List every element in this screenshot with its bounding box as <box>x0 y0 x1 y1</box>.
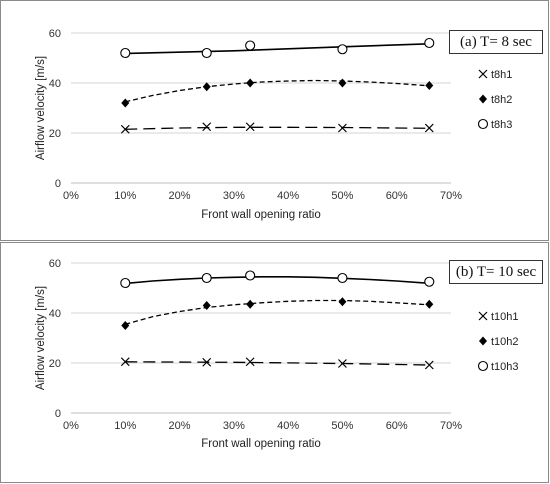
chart-b-trendline-t10h3 <box>125 276 430 285</box>
chart-b-series-t10h1 <box>120 357 434 370</box>
chart-a-point-t8h3 <box>337 44 348 55</box>
chart-a-series-t8h1 <box>120 122 434 134</box>
chart-b-point-t10h3 <box>337 272 348 284</box>
chart-a-ytick-label: 40 <box>49 78 61 90</box>
chart-a-point-t8h3 <box>245 40 256 51</box>
chart-a-point-t8h1 <box>120 124 130 134</box>
chart-a-legend-marker-t8h1 <box>478 69 488 79</box>
chart-b-legend-label-t10h1: t10h1 <box>491 311 519 323</box>
chart-b-point-t10h2 <box>425 299 434 309</box>
chart-b-point-t10h1 <box>202 357 212 367</box>
chart-b-point-t10h2 <box>246 299 255 309</box>
panel-a-label: (a) T= 8 sec <box>449 30 543 54</box>
chart-b-point-t10h1 <box>338 359 347 368</box>
chart-panel-b: 0 20 40 60 0% 10% 20% 30% 40% 50% 60% 70% Front wall… <box>0 242 549 483</box>
chart-b-xtick-label: 50% <box>331 420 353 432</box>
chart-b-svg: 0 20 40 60 0% 10% 20% 30% 40% 50% 60% 70% Front wall… <box>35 258 519 450</box>
chart-a-xtick-label: 30% <box>223 190 245 202</box>
chart-a-point-t8h2 <box>202 82 211 92</box>
chart-b-point-t10h1 <box>120 357 130 367</box>
chart-a-point-t8h3 <box>120 47 131 59</box>
chart-b-xtick-label: 40% <box>277 420 299 432</box>
chart-a-point-t8h1 <box>338 123 347 133</box>
chart-a-point-t8h3 <box>201 47 212 59</box>
chart-b-xtick-label: 30% <box>223 420 245 432</box>
chart-b-point-t10h3 <box>424 276 435 287</box>
chart-b-point-t10h3 <box>201 272 212 284</box>
chart-b-trendline-t10h1 <box>125 361 430 366</box>
chart-b-xtick-label: 70% <box>440 420 462 432</box>
chart-b-series-t10h2 <box>121 297 434 330</box>
chart-a-svg: 0 20 40 60 0% 10% 20% 30% 40% 50% 60% 70% Front wall… <box>35 28 512 221</box>
chart-a-series-t8h3 <box>120 37 435 59</box>
chart-b-point-t10h1 <box>245 357 255 367</box>
chart-a-xtick-label: 40% <box>277 190 299 202</box>
chart-a-point-t8h2 <box>246 78 255 88</box>
chart-b-point-t10h2 <box>338 297 347 307</box>
chart-a-point-t8h2 <box>338 78 347 88</box>
chart-a-point-t8h1 <box>424 123 434 133</box>
chart-b-ytick-label: 40 <box>49 308 61 320</box>
chart-a-point-t8h1 <box>202 122 212 132</box>
chart-b-y-axis-title: Airflow velocity [m/s] <box>35 286 47 390</box>
chart-a-legend-label-t8h3: t8h3 <box>491 119 512 131</box>
chart-b-x-axis-title: Front wall opening ratio <box>201 438 321 450</box>
chart-b-legend-label-t10h2: t10h2 <box>491 336 519 348</box>
chart-a-x-axis-title: Front wall opening ratio <box>201 209 321 221</box>
chart-a-ytick-label: 0 <box>55 178 61 190</box>
chart-a-point-t8h2 <box>121 98 130 108</box>
chart-a-trendline-t8h3 <box>125 43 430 55</box>
chart-b-xtick-label: 20% <box>169 420 191 432</box>
chart-b-point-t10h3 <box>245 270 256 281</box>
chart-a-y-axis-title: Airflow velocity [m/s] <box>35 56 47 160</box>
chart-b-legend-marker-t10h1 <box>478 311 488 321</box>
chart-a-xtick-label: 50% <box>331 190 353 202</box>
chart-b-point-t10h3 <box>120 277 131 289</box>
panel-b-label: (b) T= 10 sec <box>449 260 543 284</box>
chart-b-ytick-label: 20 <box>49 358 61 370</box>
chart-a-legend-marker-t8h3 <box>477 118 489 130</box>
chart-b-legend-marker-t10h2 <box>479 336 487 346</box>
chart-b-point-t10h2 <box>121 321 130 330</box>
chart-a-legend-label-t8h1: t8h1 <box>491 69 512 81</box>
chart-a-legend-marker-t8h2 <box>479 94 487 104</box>
chart-a-point-t8h1 <box>245 122 255 132</box>
chart-a-point-t8h3 <box>424 37 435 49</box>
chart-a-ytick-label: 60 <box>49 28 61 40</box>
chart-a-xtick-label: 60% <box>386 190 408 202</box>
chart-b-ytick-label: 0 <box>55 408 61 420</box>
chart-b-point-t10h1 <box>424 360 434 370</box>
chart-a-series-t8h2 <box>121 78 434 108</box>
chart-a-xtick-label: 20% <box>169 190 191 202</box>
chart-a-xtick-label: 10% <box>114 190 136 202</box>
chart-b-point-t10h2 <box>202 301 211 310</box>
chart-b-xtick-label: 0% <box>63 420 79 432</box>
chart-b-series-t10h3 <box>120 270 435 289</box>
chart-a-ytick-label: 20 <box>49 128 61 140</box>
chart-b-trendline-t10h2 <box>125 299 430 325</box>
chart-a-xtick-label: 70% <box>440 190 462 202</box>
chart-a-trendline-t8h1 <box>125 126 430 130</box>
chart-b-ytick-label: 60 <box>49 258 61 270</box>
chart-a-xtick-label: 0% <box>63 190 79 202</box>
chart-a-point-t8h2 <box>425 81 434 90</box>
chart-b-xtick-label: 60% <box>386 420 408 432</box>
chart-b-legend-marker-t10h3 <box>477 360 489 372</box>
chart-a-trendline-t8h2 <box>125 79 430 103</box>
chart-a-legend-label-t8h2: t8h2 <box>491 94 512 106</box>
chart-b-legend-label-t10h3: t10h3 <box>491 361 519 373</box>
chart-panel-a: 0 20 40 60 0% 10% 20% 30% 40% 50% 60% 70% Front wall… <box>0 0 549 241</box>
chart-b-xtick-label: 10% <box>114 420 136 432</box>
